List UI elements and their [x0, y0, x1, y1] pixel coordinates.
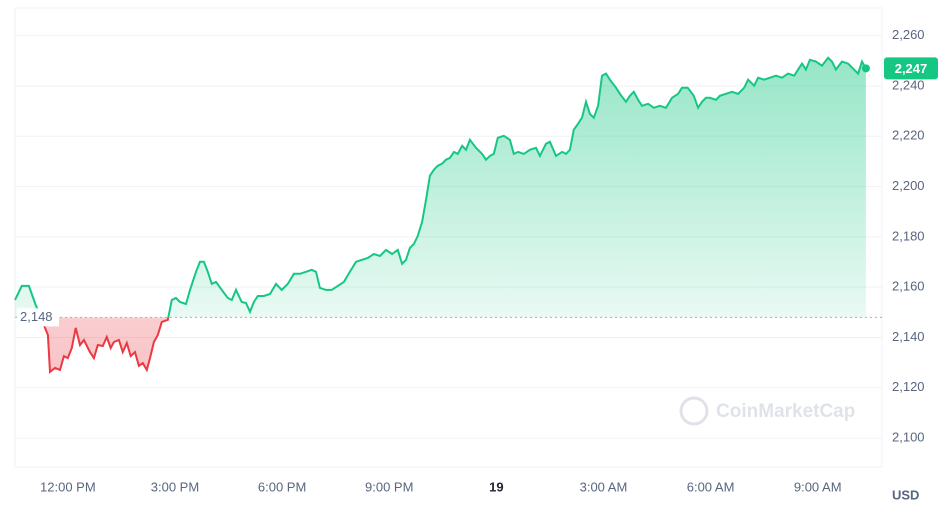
- y-tick-label: 2,100: [892, 430, 925, 445]
- y-tick-label: 2,180: [892, 228, 925, 243]
- y-tick-label: 2,140: [892, 329, 925, 344]
- x-tick-label: 9:00 PM: [365, 479, 413, 494]
- last-point: [861, 64, 870, 73]
- x-tick-label: 6:00 AM: [687, 479, 735, 494]
- x-tick-label: 12:00 PM: [40, 479, 96, 494]
- x-tick-label: 3:00 PM: [151, 479, 199, 494]
- price-line-up: [14, 56, 867, 318]
- x-tick-label: 9:00 AM: [794, 479, 842, 494]
- x-tick-label: 19: [489, 479, 503, 494]
- currency-label: USD: [892, 487, 919, 502]
- baseline-label: 2,148: [20, 309, 53, 324]
- price-line-down: [39, 317, 170, 374]
- x-tick-label: 6:00 PM: [258, 479, 306, 494]
- price-tag: [884, 57, 938, 80]
- y-tick-label: 2,260: [892, 27, 925, 42]
- y-tick-label: 2,160: [892, 279, 925, 294]
- watermark-text: CoinMarketCap: [716, 401, 855, 422]
- y-tick-label: 2,120: [892, 379, 925, 394]
- plot-frame: [14, 7, 883, 468]
- baseline-label-bg: [17, 308, 59, 327]
- watermark: CoinMarketCap: [679, 396, 855, 426]
- y-tick-label: 2,200: [892, 178, 925, 193]
- area-up: [15, 57, 866, 318]
- y-tick-label: 2,240: [892, 77, 925, 92]
- area-down: [40, 317, 169, 372]
- y-tick-label: 2,220: [892, 128, 925, 143]
- x-tick-label: 3:00 AM: [580, 479, 628, 494]
- price-tag-label: 2,247: [895, 61, 928, 76]
